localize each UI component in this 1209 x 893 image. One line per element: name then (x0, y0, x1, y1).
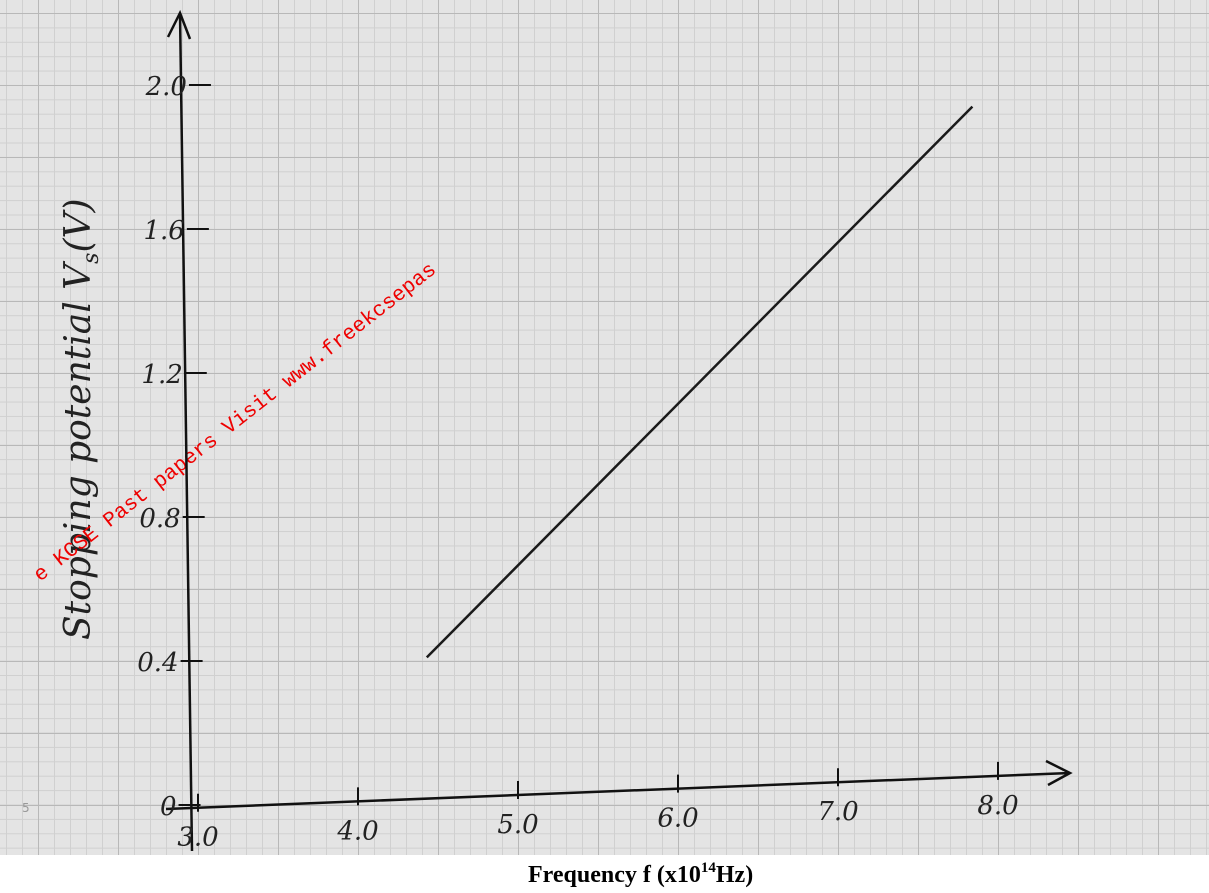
x-axis-label-suffix: Hz) (716, 862, 753, 888)
y-axis-label-suffix: (V) (58, 198, 99, 252)
y-axis (178, 12, 194, 852)
x-axis (165, 771, 1071, 811)
data-line (425, 105, 974, 659)
y-tick-label: 2.0 (145, 72, 187, 102)
x-tick-label: 7.0 (817, 797, 858, 827)
y-axis-arrow (166, 9, 192, 40)
y-tick-label: 1.6 (144, 216, 185, 246)
y-axis-label: Stopping potential Vs(V) (58, 198, 104, 640)
x-tick-label: 4.0 (336, 816, 378, 846)
x-tick-label: 8.0 (977, 791, 1018, 821)
y-tick-label: 0 (160, 792, 177, 822)
y-tick-label: 0.8 (139, 504, 180, 534)
x-tick-label: 6.0 (657, 804, 698, 834)
y-tick-label: 0.4 (137, 648, 178, 678)
x-axis-label-text: Frequency f (x10 (528, 862, 701, 888)
y-axis-label-sub: s (79, 253, 104, 264)
margin-number: 5 (22, 801, 30, 815)
x-axis-arrow (1045, 759, 1073, 787)
x-tick-label: 5.0 (497, 810, 538, 840)
x-tick-label: 3.0 (177, 823, 218, 853)
graph-paper (0, 0, 1209, 855)
x-axis-label: Frequency f (x1014Hz) (528, 860, 753, 888)
y-axis-label-text: Stopping potential V (58, 260, 99, 640)
x-axis-label-sup: 14 (701, 860, 717, 876)
y-tick-label: 1.2 (141, 360, 182, 390)
